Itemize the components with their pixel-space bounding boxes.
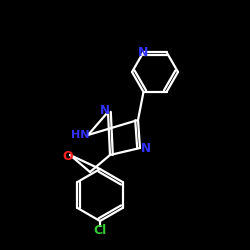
- Text: Cl: Cl: [94, 224, 106, 237]
- Text: O: O: [63, 150, 73, 162]
- Text: N: N: [141, 142, 151, 156]
- Text: N: N: [138, 46, 149, 59]
- Text: HN: HN: [71, 130, 89, 140]
- Text: N: N: [100, 104, 110, 118]
